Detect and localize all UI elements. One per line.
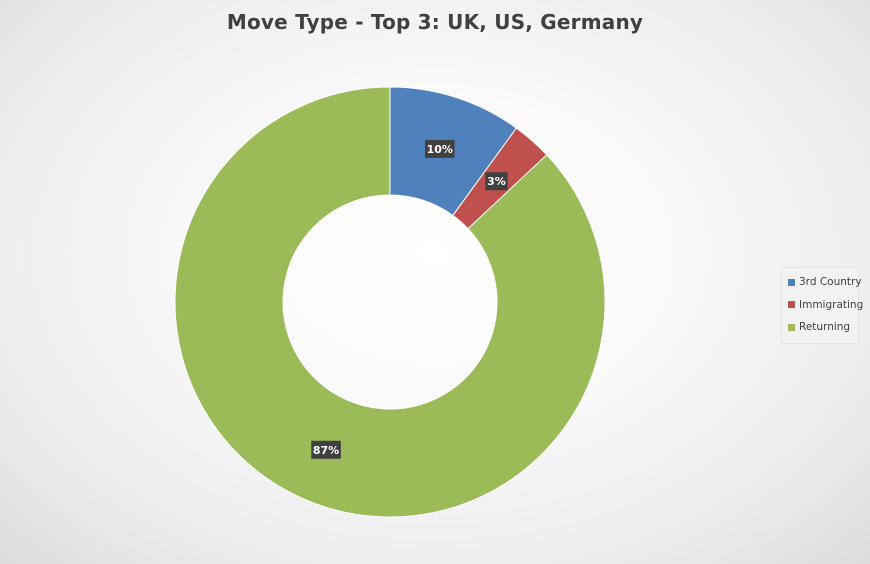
legend: 3rd Country Immigrating Returning [781,267,863,344]
legend-label-returning: Returning [799,321,851,334]
chart-title: Move Type - Top 3: UK, US, Germany [226,10,644,34]
slice-label-3rd-country: 10% [424,139,455,158]
slice-label-immigrating: 3% [485,172,508,191]
slice-label-box [424,139,455,158]
legend-item-returning: Returning [788,316,854,339]
legend-swatch-returning [788,323,795,331]
legend-label-immigrating: Immigrating [799,298,864,311]
slices [174,86,606,518]
legend-item-immigrating: Immigrating [788,294,863,317]
slice-label-value: 3% [487,175,506,188]
legend-swatch-3rd-country [788,278,795,286]
legend-swatch-immigrating [788,301,795,309]
slice-labels: 10% 3% 87% [311,139,508,459]
slice-label-value: 10% [427,143,453,156]
legend-item-3rd-country: 3rd Country [788,271,862,294]
legend-label-3rd-country: 3rd Country [799,276,862,289]
slice-label-box [485,172,508,191]
slice-returning [174,86,606,518]
slice-label-box [311,440,341,459]
slice-label-returning: 87% [311,440,341,459]
slice-label-value: 87% [313,444,339,457]
